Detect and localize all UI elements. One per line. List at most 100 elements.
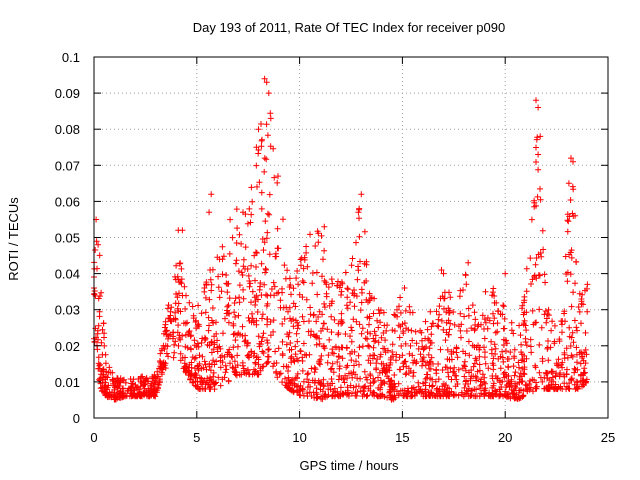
data-point: [485, 365, 492, 372]
data-point: [281, 262, 288, 269]
data-point: [353, 239, 359, 246]
data-point: [338, 288, 345, 295]
data-point: [440, 326, 447, 333]
data-point: [462, 378, 469, 385]
data-point: [503, 384, 509, 391]
data-point: [544, 345, 551, 352]
data-point: [383, 362, 390, 369]
data-point: [396, 334, 403, 341]
data-point: [527, 377, 533, 384]
data-point: [227, 360, 233, 367]
data-point: [359, 325, 366, 332]
data-point: [403, 370, 410, 377]
data-point: [371, 295, 378, 302]
data-point: [461, 362, 468, 369]
data-point: [321, 304, 328, 311]
data-point: [286, 347, 293, 353]
data-point: [556, 336, 563, 343]
data-point: [375, 324, 382, 331]
data-point: [338, 344, 345, 351]
data-point: [435, 361, 442, 367]
data-point: [279, 350, 286, 357]
data-point: [210, 369, 217, 376]
data-point: [440, 391, 447, 398]
data-point: [523, 382, 530, 389]
data-point: [364, 329, 371, 336]
data-point: [371, 390, 378, 396]
data-point: [501, 315, 508, 322]
data-point: [290, 285, 297, 292]
data-point: [290, 300, 297, 307]
data-point: [461, 313, 468, 320]
data-point: [445, 373, 452, 380]
data-point: [409, 392, 416, 399]
data-point: [329, 280, 336, 287]
data-point: [516, 373, 523, 380]
data-point: [361, 228, 368, 235]
data-point: [95, 241, 102, 248]
data-point: [518, 349, 525, 356]
x-tick-label: 0: [90, 430, 97, 445]
data-point: [505, 363, 512, 370]
data-point: [459, 365, 466, 372]
data-point: [377, 377, 384, 384]
data-point: [523, 288, 530, 295]
data-point: [320, 383, 327, 390]
data-point: [472, 373, 479, 380]
data-point: [450, 309, 457, 315]
data-point: [364, 392, 371, 399]
data-point: [259, 315, 265, 322]
data-point: [535, 151, 542, 158]
data-point: [292, 351, 299, 358]
data-point: [114, 375, 121, 382]
data-point: [500, 303, 507, 310]
data-point: [121, 376, 127, 383]
data-point: [497, 390, 504, 397]
data-point: [397, 294, 404, 301]
data-point: [262, 265, 269, 272]
data-point: [545, 338, 551, 344]
data-point: [387, 361, 393, 368]
data-point: [270, 363, 276, 370]
data-point: [232, 369, 239, 376]
data-point: [423, 393, 430, 400]
data-point: [481, 344, 487, 351]
data-point: [248, 299, 254, 306]
data-point: [356, 321, 363, 328]
data-point: [99, 326, 106, 333]
data-point: [401, 387, 408, 394]
data-point: [154, 368, 161, 375]
data-point: [259, 363, 266, 370]
data-point: [570, 186, 577, 193]
data-point: [222, 362, 229, 369]
data-point: [258, 137, 265, 144]
data-point: [573, 344, 580, 351]
data-point: [206, 377, 213, 384]
data-point: [246, 354, 253, 361]
data-point: [211, 333, 218, 340]
data-point: [358, 191, 365, 198]
data-point: [446, 289, 452, 296]
data-point: [153, 377, 160, 384]
data-point: [224, 289, 231, 296]
data-point: [301, 254, 308, 261]
data-point: [274, 225, 281, 232]
data-point: [356, 344, 363, 351]
data-point: [208, 281, 215, 288]
data-point: [258, 260, 265, 267]
data-point: [469, 387, 476, 394]
data-point: [458, 334, 464, 341]
data-point: [264, 132, 271, 139]
data-point: [541, 311, 548, 318]
data-point: [264, 340, 271, 346]
data-point: [554, 362, 561, 369]
data-point: [281, 316, 288, 322]
data-point: [191, 365, 198, 372]
data-point: [253, 264, 259, 270]
data-point: [458, 389, 465, 396]
data-point: [460, 287, 466, 293]
data-point: [198, 375, 205, 382]
data-point: [427, 308, 434, 315]
data-point: [206, 384, 213, 391]
data-point: [299, 367, 306, 374]
